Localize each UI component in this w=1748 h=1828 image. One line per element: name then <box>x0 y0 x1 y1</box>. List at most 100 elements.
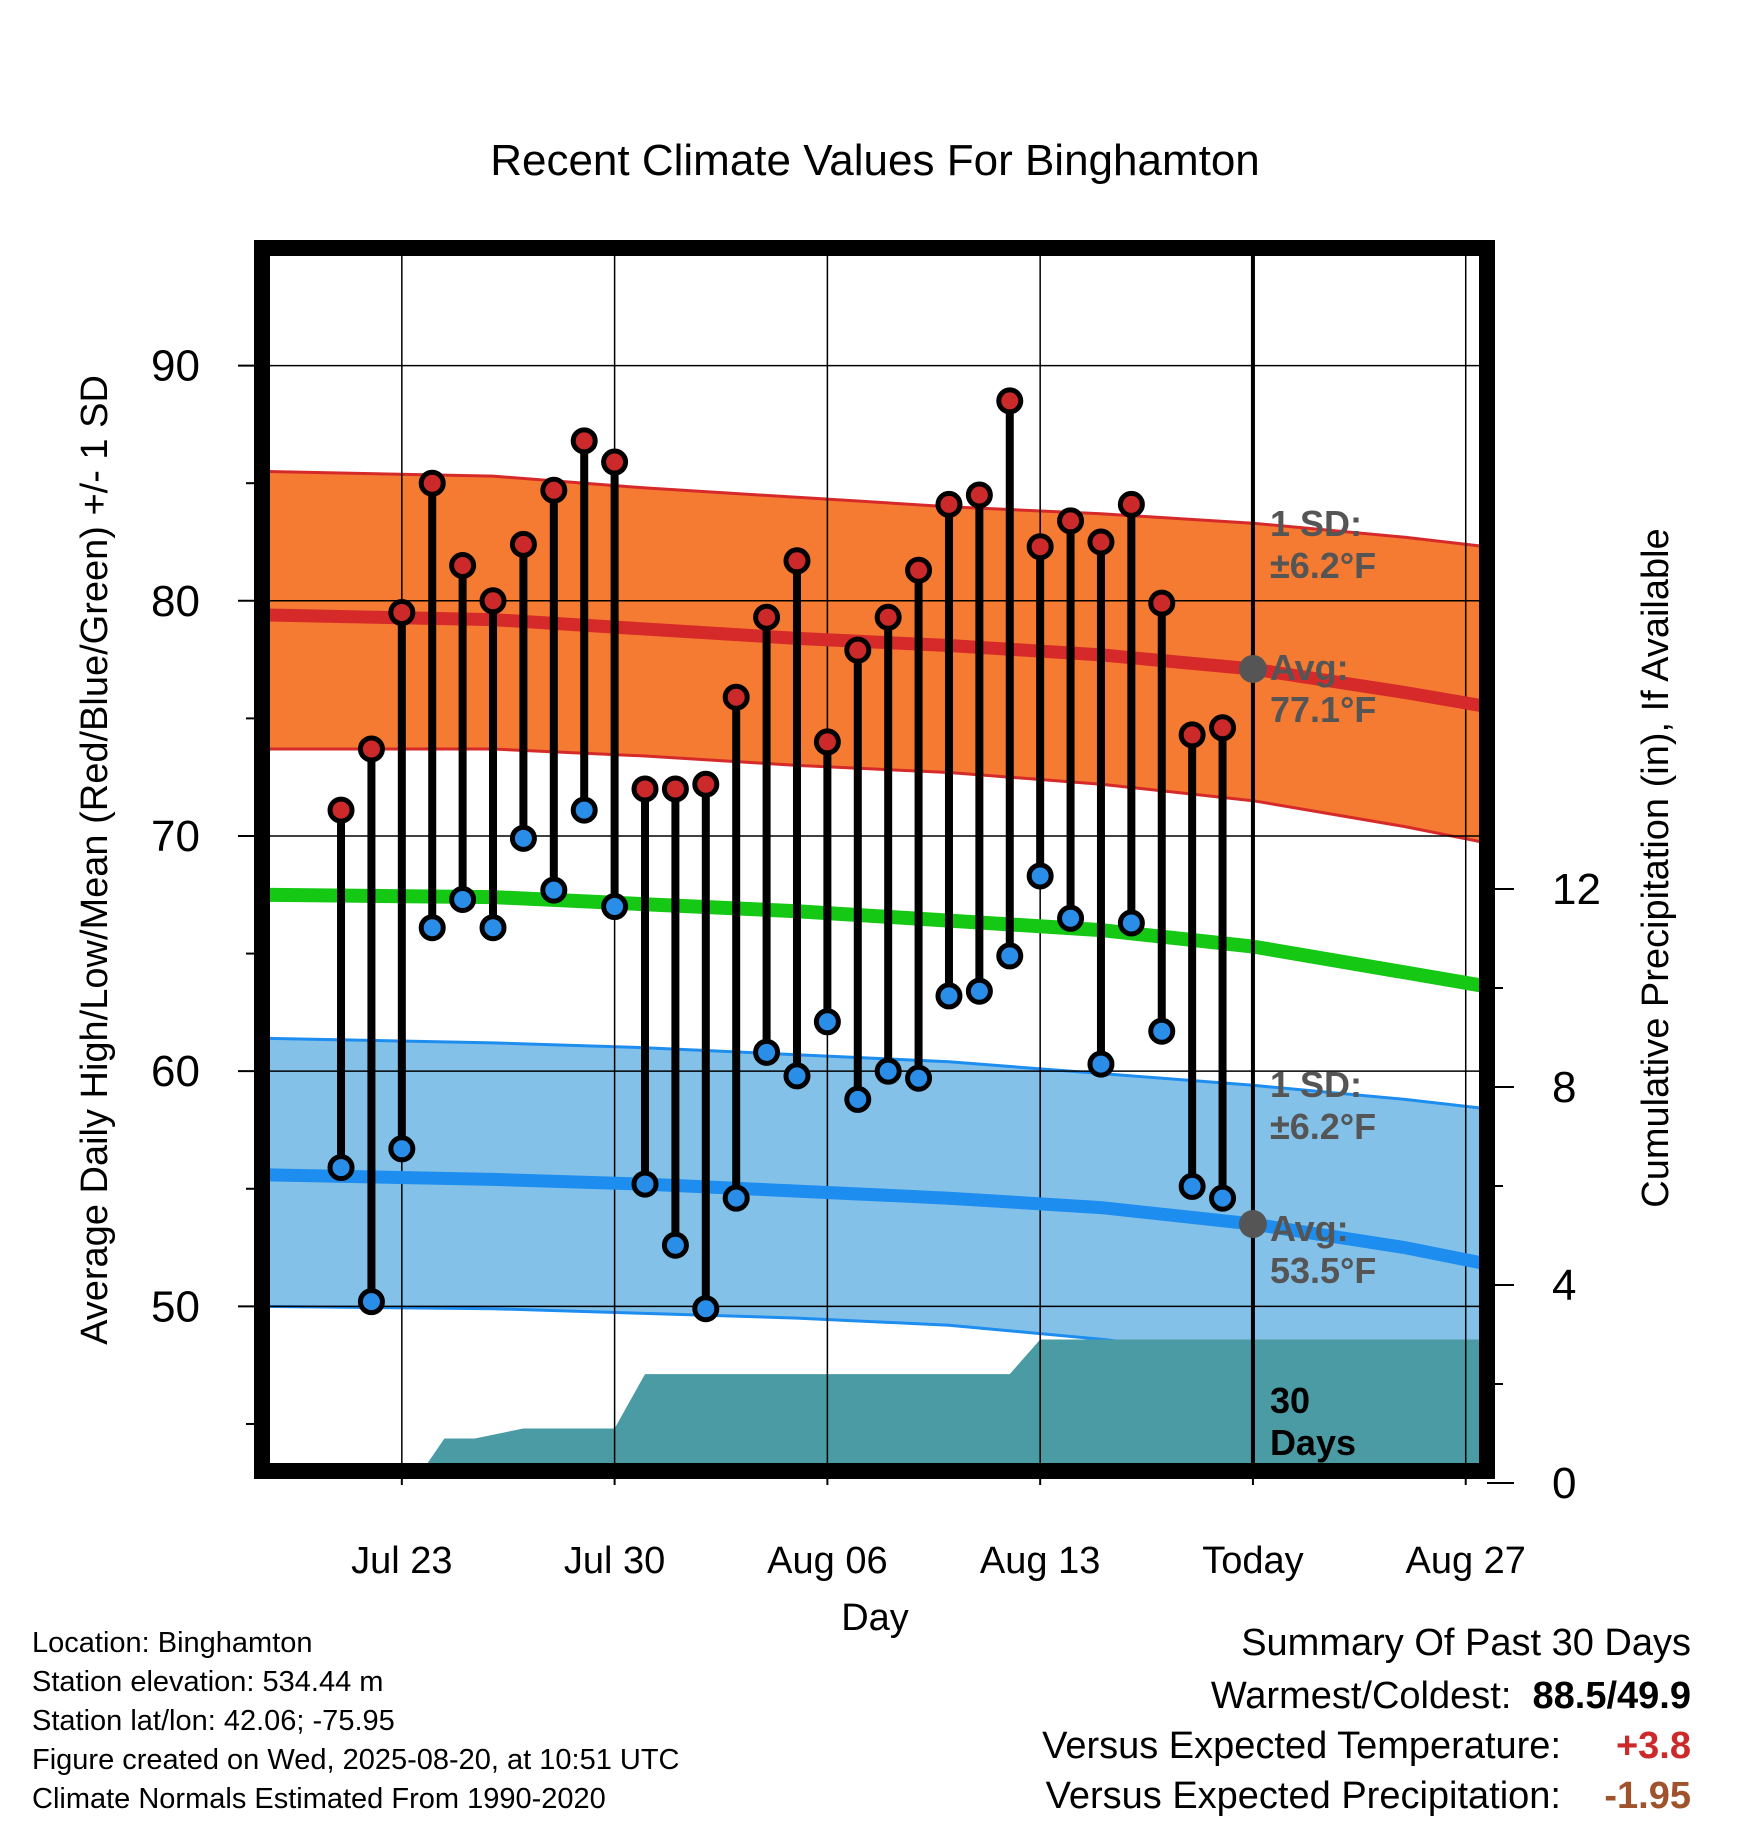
daily-low-point <box>1026 862 1054 890</box>
daily-high-point <box>601 448 629 476</box>
daily-low-point <box>905 1064 933 1092</box>
precip-area <box>422 1339 1487 1471</box>
daily-high-point <box>631 775 659 803</box>
daily-low-point <box>753 1038 781 1066</box>
daily-high-point <box>844 636 872 664</box>
daily-low-point <box>783 1062 811 1090</box>
daily-low-point <box>418 914 446 942</box>
footer-latlon: Station lat/lon: 42.06; -75.95 <box>32 1705 395 1737</box>
daily-high-point <box>1026 533 1054 561</box>
daily-low-point <box>1087 1050 1115 1078</box>
daily-high-point <box>692 770 720 798</box>
summary-title: Summary Of Past 30 Days <box>1241 1622 1691 1664</box>
daily-high-point <box>996 387 1024 415</box>
plot-area <box>262 248 1487 1471</box>
overlay-layer: 1 SD: ±6.2°F Avg: 77.1°F 1 SD: ±6.2°F Avg: 53.5… <box>327 248 1376 1471</box>
daily-high-point <box>479 587 507 615</box>
daily-high-point <box>874 603 902 631</box>
high-sd-band <box>262 469 1487 845</box>
daily-low-point <box>570 796 598 824</box>
daily-high-point <box>327 796 355 824</box>
summary-warm-cold-label: Warmest/Coldest: <box>1210 1675 1512 1717</box>
y-tick-label: 80 <box>151 577 200 626</box>
daily-high-point <box>722 683 750 711</box>
y2-tick-label: 8 <box>1552 1063 1576 1112</box>
daily-high-point <box>905 556 933 584</box>
y2-tick-label: 4 <box>1552 1261 1576 1310</box>
daily-low-point <box>1178 1172 1206 1200</box>
y-tick-label: 50 <box>151 1282 200 1331</box>
x-tick-label: Jul 23 <box>351 1540 452 1582</box>
daily-high-point <box>1057 507 1085 535</box>
daily-high-point <box>1117 490 1145 518</box>
daily-high-point <box>1209 714 1237 742</box>
y-tick-label: 60 <box>151 1047 200 1096</box>
summary-precip-row: Versus Expected Precipitation: -1.95 <box>1046 1777 1691 1815</box>
daily-low-point <box>1148 1017 1176 1045</box>
y2-tick-label: 12 <box>1552 865 1601 914</box>
daily-low-point <box>388 1135 416 1163</box>
daily-low-point <box>722 1184 750 1212</box>
summary-precip-label: Versus Expected Precipitation: <box>1045 1775 1561 1817</box>
daily-low-point <box>692 1295 720 1323</box>
daily-high-point <box>418 469 446 497</box>
daily-low-point <box>874 1057 902 1085</box>
daily-low-point <box>601 893 629 921</box>
footer-created: Figure created on Wed, 2025-08-20, at 10… <box>32 1744 680 1776</box>
y2-axis-label: Cumulative Precipitation (in), If Availa… <box>1635 528 1677 1207</box>
axis-layer: 50 60 70 80 90 0 4 8 12 Jul 23 Jul 30 Aug 06 Aug 13 T… <box>151 342 1601 1582</box>
daily-high-point <box>935 490 963 518</box>
daily-low-point <box>996 942 1024 970</box>
daily-high-point <box>661 775 689 803</box>
low-avg-annotation: Avg: 53.5°F <box>1270 1208 1376 1291</box>
mean-normal-line <box>262 887 1487 994</box>
daily-high-point <box>783 547 811 575</box>
x-tick-label: Jul 30 <box>564 1540 665 1582</box>
summary-temp-row: Versus Expected Temperature: +3.8 <box>1042 1727 1691 1765</box>
high-avg-annotation: Avg: 77.1°F <box>1270 647 1376 730</box>
x-tick-label: Aug 13 <box>980 1540 1100 1582</box>
footer-location: Location: Binghamton <box>32 1627 313 1659</box>
today-low-normal-marker <box>1238 1210 1267 1239</box>
daily-low-point <box>1117 909 1145 937</box>
chart-title: Recent Climate Values For Binghamton <box>490 136 1260 185</box>
daily-low-point <box>813 1008 841 1036</box>
daily-high-point <box>965 481 993 509</box>
today-high-normal-marker <box>1238 654 1267 683</box>
daily-low-point <box>449 885 477 913</box>
daily-low-point <box>935 982 963 1010</box>
daily-low-point <box>631 1170 659 1198</box>
daily-low-point <box>844 1085 872 1113</box>
daily-low-point <box>479 914 507 942</box>
summary-warm-cold-value: 88.5/49.9 <box>1532 1675 1691 1717</box>
summary-precip-value: -1.95 <box>1604 1775 1691 1817</box>
summary-temp-value: +3.8 <box>1615 1725 1691 1767</box>
daily-high-point <box>570 427 598 455</box>
daily-low-point <box>327 1154 355 1182</box>
plot-frame <box>254 240 1495 1479</box>
daily-low-point <box>965 977 993 1005</box>
daily-low-point <box>661 1231 689 1259</box>
daily-high-point <box>357 735 385 763</box>
x-axis-label: Day <box>841 1597 909 1639</box>
daily-low-point <box>357 1288 385 1316</box>
daily-high-point <box>753 603 781 631</box>
daily-high-point <box>1087 528 1115 556</box>
low-normal-line <box>262 1168 1487 1271</box>
daily-high-point <box>388 599 416 627</box>
daily-high-point <box>540 476 568 504</box>
daily-high-point <box>509 530 537 558</box>
footer-elevation: Station elevation: 534.44 m <box>32 1666 384 1698</box>
x-tick-label: Today <box>1202 1540 1303 1582</box>
x-tick-label: Aug 06 <box>767 1540 887 1582</box>
y-tick-label: 70 <box>151 812 200 861</box>
footer-normals: Climate Normals Estimated From 1990-2020 <box>32 1783 606 1815</box>
days-annotation: 30 Days <box>1270 1380 1356 1463</box>
daily-high-point <box>813 728 841 756</box>
daily-low-point <box>540 876 568 904</box>
daily-high-point <box>1178 721 1206 749</box>
summary-warm-cold-row: Warmest/Coldest: 88.5/49.9 <box>1211 1677 1691 1715</box>
daily-low-point <box>1209 1184 1237 1212</box>
low-sd-annotation: 1 SD: ±6.2°F <box>1270 1064 1376 1147</box>
